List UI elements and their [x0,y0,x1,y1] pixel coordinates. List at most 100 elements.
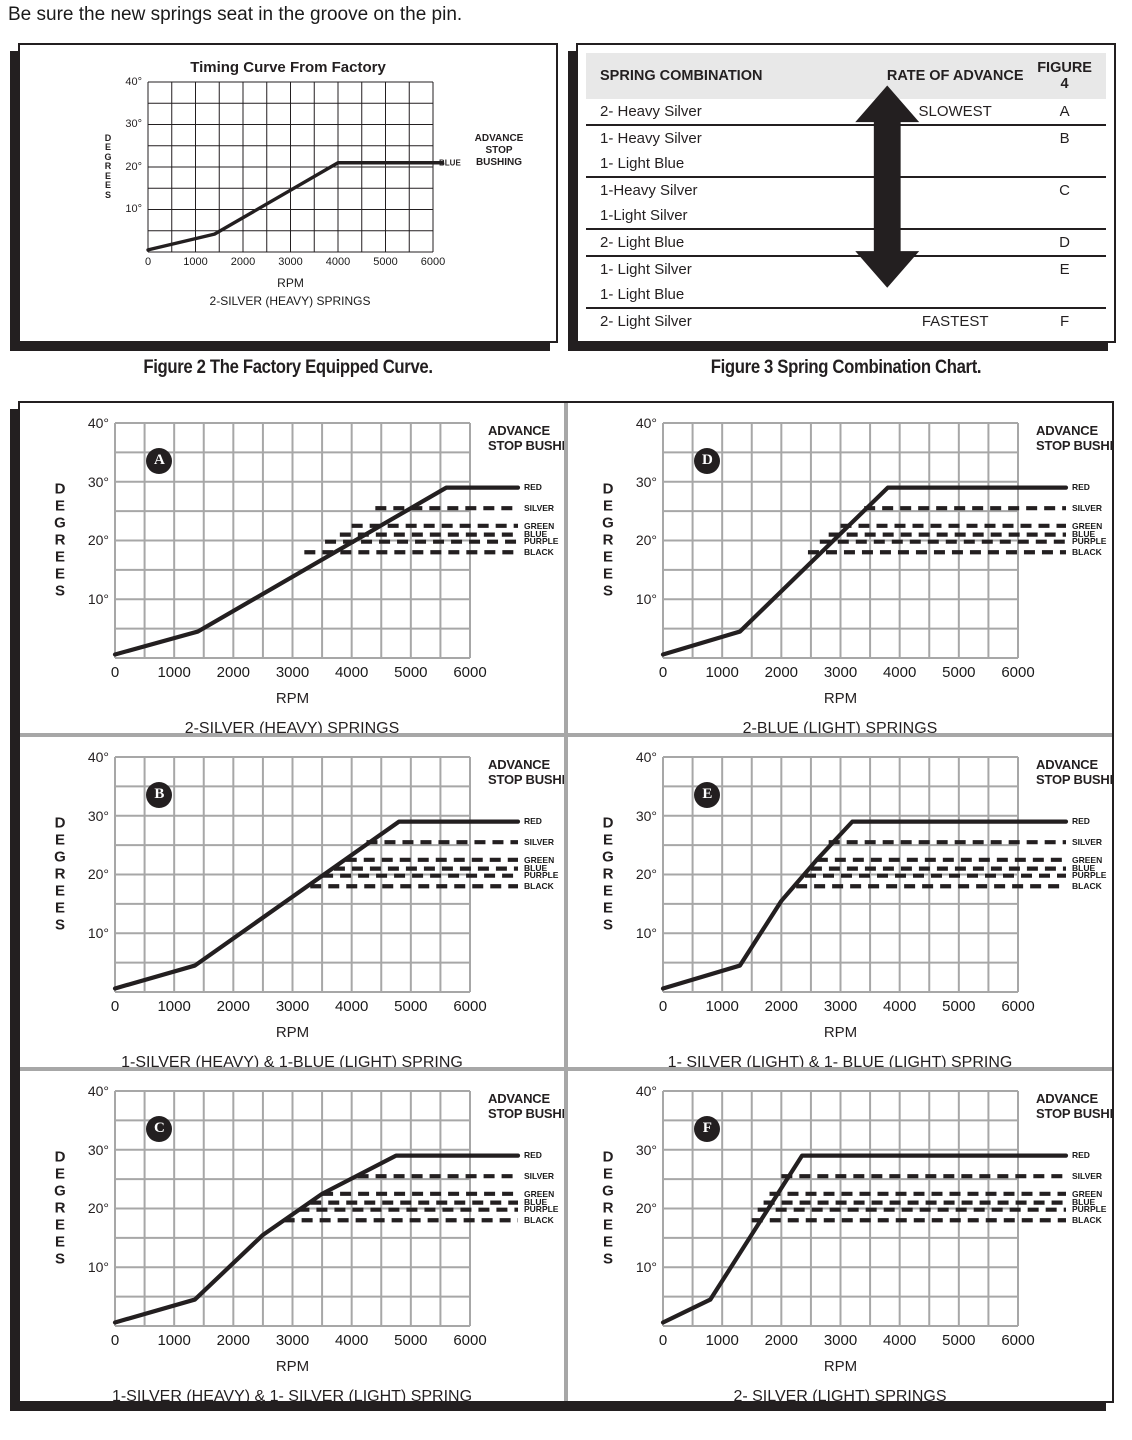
y-tick: 30° [635,473,657,490]
bushing-label-green: GREEN [1072,854,1103,865]
bushing-label-red: RED [1072,816,1090,827]
table-header-row: SPRING COMBINATION RATE OF ADVANCE FIGUR… [586,52,1106,99]
chart-cell-c: D E G R E E S 40° 30° 20° 10° 0 1000 2000 3000 4000 5000… [20,1071,564,1401]
bushing-label-black: BLACK [524,547,554,558]
x-axis-label: RPM [275,689,310,707]
spring-combination-table-wrap: SPRING COMBINATION RATE OF ADVANCE FIGUR… [578,45,1114,334]
y-tick: 20° [87,1200,109,1217]
y-tick: 20° [87,866,109,883]
y-tick: 30° [635,807,657,824]
x-tick: 1000 [157,997,191,1015]
x-tick: 2000 [216,663,251,681]
x-axis-label: RPM [275,1023,310,1041]
chart-cell-a: D E G R E E S 40° 30° 20° 10° 0 1000 2000 3000 4000 5000… [20,403,564,733]
rate-of-advance-cell [877,203,1033,229]
advance-curve [112,1153,521,1325]
x-tick: 3000 [823,997,858,1015]
bushing-label-black: BLACK [1072,1215,1102,1226]
chart-subtitle: 1-SILVER (HEAVY) & 1- SILVER (LIGHT) SPR… [111,1387,473,1401]
y-tick: 10° [635,1259,657,1276]
figure2-x-tick: 5000 [373,255,398,268]
figure2-block: Timing Curve From Factory D E G R E E S 40° 30° 2… [10,42,558,379]
chart-plot-f [660,1089,1069,1327]
rate-of-advance-cell [877,123,1034,151]
figure-letter-cell [1033,203,1106,229]
x-tick: 5000 [942,663,976,681]
spring-combination-cell: 1- Light Blue [600,285,685,303]
figure-letter-cell: B [1033,123,1106,151]
figure2-x-tick: 4000 [325,255,351,268]
bushing-label-blue: BLUE [524,863,548,874]
x-tick: 6000 [453,997,487,1015]
y-tick: 30° [87,807,109,824]
rate-of-advance-cell [877,282,1033,308]
horizontal-divider [20,732,1112,737]
figure2-x-tick: 0 [144,255,152,268]
chart-badge-b: B [146,781,173,808]
figure2-title: Timing Curve From Factory [190,58,386,76]
figure3-caption: Figure 3 Spring Combination Chart. [710,356,982,378]
figure3-panel: SPRING COMBINATION RATE OF ADVANCE FIGUR… [568,42,1116,351]
bushing-label-black: BLACK [524,881,554,892]
x-tick: 6000 [453,663,487,681]
x-tick: 5000 [394,997,428,1015]
y-tick: 10° [635,925,657,942]
figure-letter-cell [1033,151,1106,177]
spring-combination-cell: 1- Heavy Silver [586,123,878,151]
figure2-subtitle: 2-SILVER (HEAVY) SPRINGS [209,293,371,308]
bushing-label-blue: BLUE [524,529,548,540]
y-tick: 30° [635,1141,657,1158]
column-header-figure4: FIGURE 4 [1033,52,1106,99]
y-tick: 40° [635,748,657,765]
x-axis-label: RPM [823,1023,858,1041]
x-tick: 2000 [216,1331,251,1349]
bushing-label-blue: BLUE [1072,529,1096,540]
y-tick: 20° [635,532,657,549]
spring-combination-cell: 2- Light Silver [586,306,878,334]
chart-badge-c: C [146,1115,173,1142]
rate-of-advance-cell: SLOWEST [918,102,992,120]
table-row: 1- Heavy Silver B [586,123,1106,151]
bushing-label-red: RED [1072,482,1090,493]
advance-curve [112,485,521,657]
x-tick: 5000 [942,997,976,1015]
bushing-label-green: GREEN [1072,1188,1103,1199]
advance-curve [660,819,1069,991]
figure2-y-tick: 40° [125,75,142,88]
x-tick: 6000 [1001,997,1035,1015]
bushing-label-green: GREEN [524,1188,555,1199]
figure2-x-tick: 3000 [278,255,303,268]
x-tick: 2000 [764,663,799,681]
spring-combination-cell: 1- Light Blue [600,154,685,172]
chart-plot-a [112,421,521,659]
x-tick: 4000 [882,997,917,1015]
x-axis-label: RPM [823,1357,858,1375]
table-row: 1- Light Silver E [586,254,1106,282]
table-row: 1- Light Blue [586,151,1106,177]
chart-plot-d [660,421,1069,659]
bushing-label-purple: PURPLE [524,536,559,547]
bushing-label-blue: BLUE [524,1197,548,1208]
figure2-x-axis-label: RPM [277,275,304,290]
y-tick: 20° [635,866,657,883]
figure2-y-tick: 30° [125,118,142,131]
y-tick: 40° [87,414,109,431]
rate-of-advance-cell [877,151,1033,177]
rate-of-advance-cell [877,227,1034,256]
table-row: 1- Light Blue [586,282,1106,308]
figure-letter-cell: C [1033,175,1106,203]
y-tick: 10° [87,925,109,942]
bushing-label-silver: SILVER [1072,836,1103,847]
x-tick: 6000 [1001,663,1035,681]
figure-letter-cell: E [1033,254,1106,282]
x-tick: 5000 [942,1331,976,1349]
figure3-block: SPRING COMBINATION RATE OF ADVANCE FIGUR… [568,42,1116,379]
bushing-label-purple: PURPLE [524,1204,559,1215]
x-tick: 0 [110,1331,120,1349]
